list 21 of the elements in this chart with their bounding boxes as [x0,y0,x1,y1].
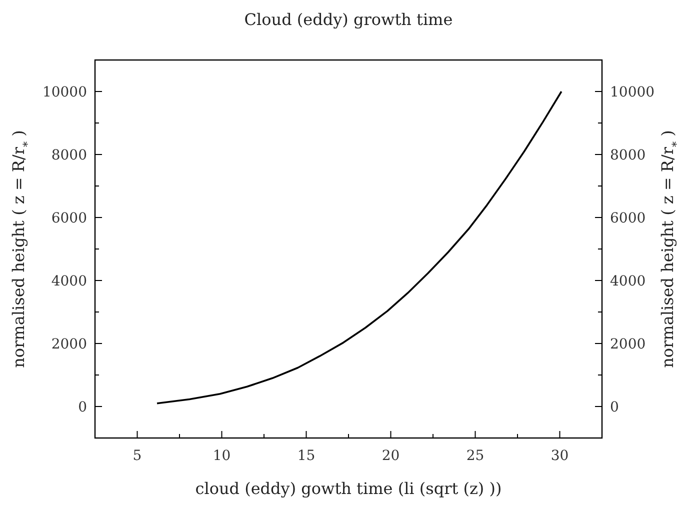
x-tick-label: 10 [212,448,231,464]
x-tick-label: 5 [132,448,142,464]
x-tick-label: 25 [466,448,484,464]
y-tick-label: 2000 [51,336,87,352]
line-series [156,90,562,404]
y2-tick-label: 10000 [610,84,655,100]
y-tick-label: 10000 [42,84,87,100]
x-axis-title: cloud (eddy) gowth time (li (sqrt (z) )) [195,479,502,498]
y-tick-label: 0 [78,399,87,416]
y-tick-label: 6000 [51,210,87,226]
y-tick-label: 8000 [51,147,87,164]
y2-tick-label: 0 [610,399,619,416]
x-tick-label: 15 [297,448,316,464]
chart-title: Cloud (eddy) growth time [244,10,453,29]
y-tick-label: 4000 [51,273,87,290]
y2-tick-label: 4000 [610,273,646,290]
x-tick-label: 20 [382,448,400,464]
y2-tick-label: 2000 [610,336,646,352]
x-tick-label: 30 [550,448,569,464]
y2-tick-label: 8000 [610,147,646,164]
y2-tick-label: 6000 [610,210,646,226]
